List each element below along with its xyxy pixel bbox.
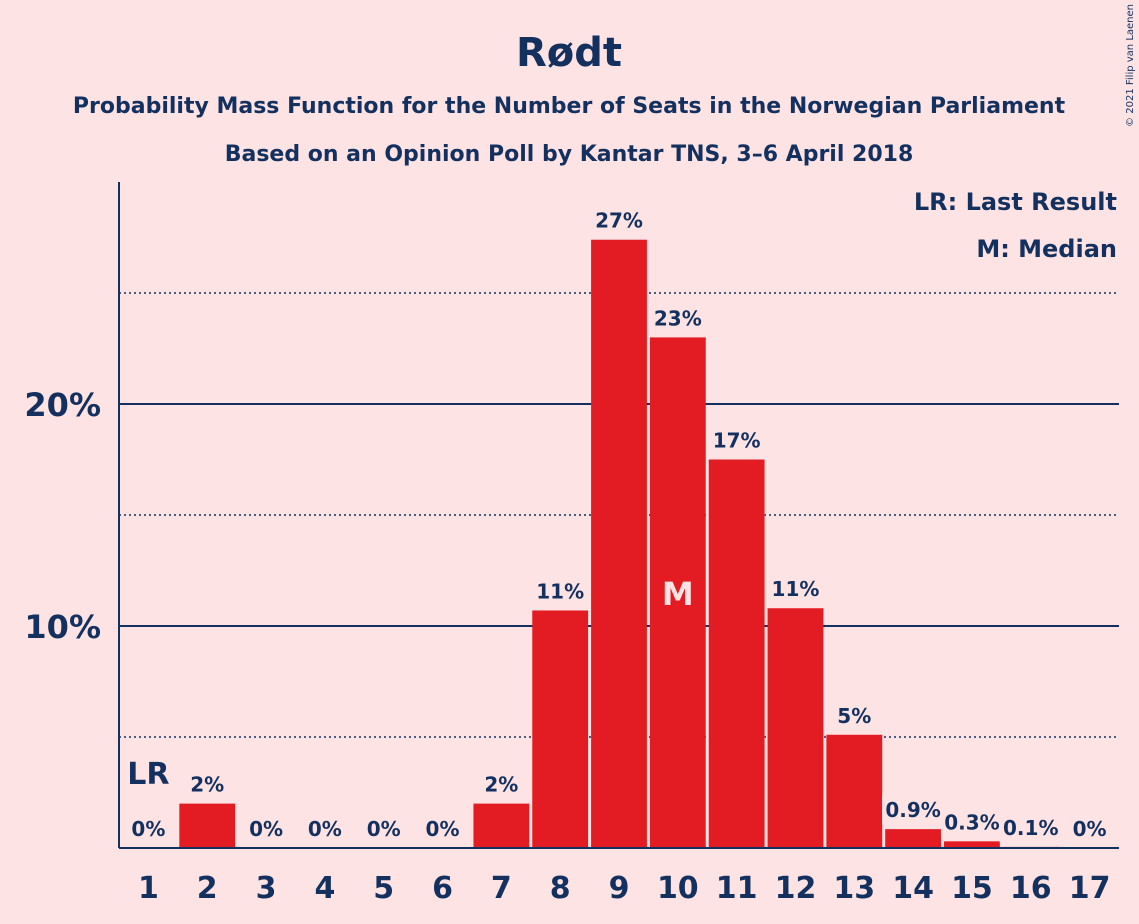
data-label: 0%: [308, 817, 342, 841]
data-label: 11%: [536, 579, 584, 603]
data-label: 0%: [367, 817, 401, 841]
bar: [944, 841, 1000, 848]
chart-subtitle-2: Based on an Opinion Poll by Kantar TNS, …: [225, 142, 914, 167]
data-label: 0%: [426, 817, 460, 841]
data-label-backdrop: [535, 576, 585, 607]
bar: [708, 459, 765, 848]
data-label-backdrop: [594, 205, 644, 236]
data-label: 2%: [484, 773, 518, 797]
x-tick-label: 7: [491, 871, 512, 906]
legend-median: M: Median: [976, 235, 1117, 263]
data-label: 2%: [190, 773, 224, 797]
data-labels: 0%LR 2%0% 0% 0% 0%2%11%27%23%M17%11%5%0.9%0.…: [127, 205, 1108, 844]
x-tick-label: 2: [197, 871, 218, 906]
bars: [179, 239, 1059, 849]
x-tick-label: 5: [373, 871, 394, 906]
data-label-backdrop: [365, 814, 402, 844]
data-label-backdrop: [712, 425, 762, 456]
legend-last-result: LR: Last Result: [914, 188, 1117, 216]
y-tick-label: 20%: [24, 386, 101, 424]
data-label-backdrop: [836, 700, 873, 731]
bar: [591, 239, 647, 849]
data-label-backdrop: [483, 769, 520, 800]
y-tick-label: 10%: [24, 608, 101, 646]
data-label-backdrop: [999, 812, 1062, 843]
x-tick-labels: 1 2 3 4 5 6 7 8 9 10 11 12 13 14 15 16 17: [138, 871, 1110, 906]
copyright-text: © 2021 Filip van Laenen: [1125, 4, 1136, 127]
data-label-backdrop: [1071, 814, 1108, 844]
x-tick-label: 17: [1069, 871, 1111, 906]
data-label: 17%: [713, 429, 761, 453]
data-label: 11%: [772, 577, 820, 601]
data-label: 23%: [654, 306, 702, 330]
x-tick-label: 4: [314, 871, 335, 906]
x-tick-label: 15: [951, 871, 993, 906]
data-label: 0.1%: [1003, 816, 1058, 840]
x-tick-label: 10: [657, 871, 699, 906]
x-tick-label: 13: [833, 871, 875, 906]
median-marker: M: [662, 575, 694, 613]
bar: [179, 803, 236, 848]
bar: [767, 608, 824, 848]
x-tick-label: 8: [550, 871, 571, 906]
bar: [649, 337, 706, 848]
data-label-backdrop: [882, 795, 945, 826]
chart-title: Rødt: [516, 30, 622, 76]
x-tick-label: 1: [138, 871, 159, 906]
data-label-backdrop: [653, 303, 703, 334]
x-tick-label: 3: [256, 871, 277, 906]
data-label-backdrop: [130, 814, 167, 844]
last-result-marker: LR: [127, 757, 169, 792]
data-label-backdrop: [306, 814, 343, 844]
x-tick-label: 16: [1010, 871, 1052, 906]
data-label-backdrop: [248, 814, 285, 844]
bar: [826, 734, 883, 848]
x-tick-label: 12: [775, 871, 817, 906]
x-tick-label: 6: [432, 871, 453, 906]
data-label: 0%: [131, 817, 165, 841]
data-label-backdrop: [189, 769, 226, 800]
data-label: 0.3%: [944, 810, 999, 834]
data-label: 0%: [249, 817, 283, 841]
data-label-backdrop: [770, 574, 820, 605]
data-label: 0.9%: [885, 798, 940, 822]
bar: [885, 829, 942, 848]
x-tick-label: 14: [892, 871, 934, 906]
data-label: 27%: [595, 209, 643, 233]
chart-subtitle: Probability Mass Function for the Number…: [73, 94, 1066, 119]
x-tick-label: 11: [716, 871, 758, 906]
bar: [532, 610, 589, 848]
data-label-backdrop: [940, 807, 1003, 838]
data-label-backdrop: [424, 814, 461, 844]
data-label: 0%: [1073, 817, 1107, 841]
data-label: 5%: [837, 704, 871, 728]
x-tick-label: 9: [609, 871, 630, 906]
y-tick-labels: 10% 20%: [24, 386, 101, 646]
bar: [473, 803, 530, 848]
